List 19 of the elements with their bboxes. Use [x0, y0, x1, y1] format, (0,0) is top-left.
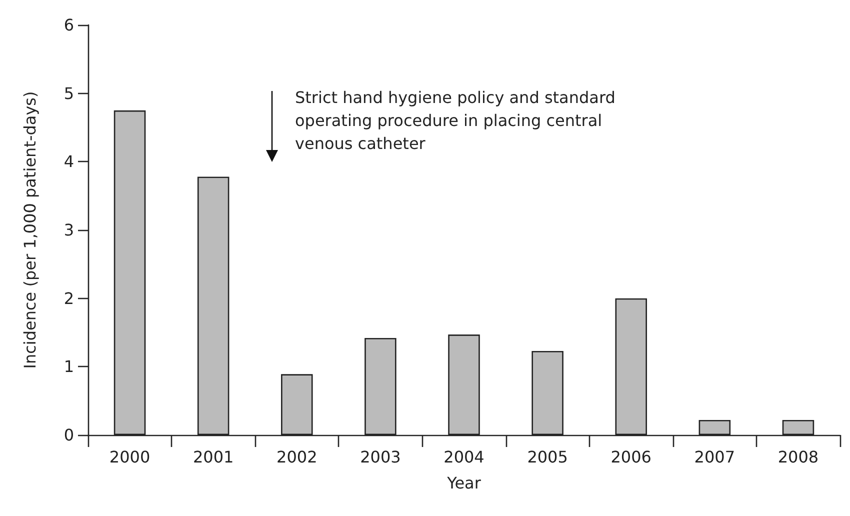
y-axis-title: Incidence (per 1,000 patient-days): [20, 91, 40, 369]
x-tick-label: 2000: [109, 448, 150, 466]
x-tick-label: 2004: [444, 448, 484, 466]
x-tick-label: 2006: [610, 448, 652, 466]
y-tick-label: 5: [64, 84, 74, 103]
x-axis-title: Year: [446, 474, 482, 492]
x-tick-label: 2008: [778, 448, 819, 466]
x-tick-label: 2001: [192, 448, 234, 466]
y-tick-label: 1: [64, 357, 74, 376]
annotation: Strict hand hygiene policy and standard operating procedure in placing central venous catheter: [295, 88, 616, 153]
y-tick-label: 2: [64, 288, 74, 308]
y-tick-label: 3: [64, 220, 74, 240]
x-tick-label: 2007: [694, 448, 736, 466]
y-tick-label: 6: [64, 16, 74, 34]
x-tick-label: 2005: [527, 448, 568, 466]
y-tick-label: 4: [64, 152, 74, 172]
x-tick-label: 2003: [360, 448, 401, 466]
y-tick-label: 0: [64, 426, 74, 444]
x-tick-label: 2002: [276, 448, 318, 466]
